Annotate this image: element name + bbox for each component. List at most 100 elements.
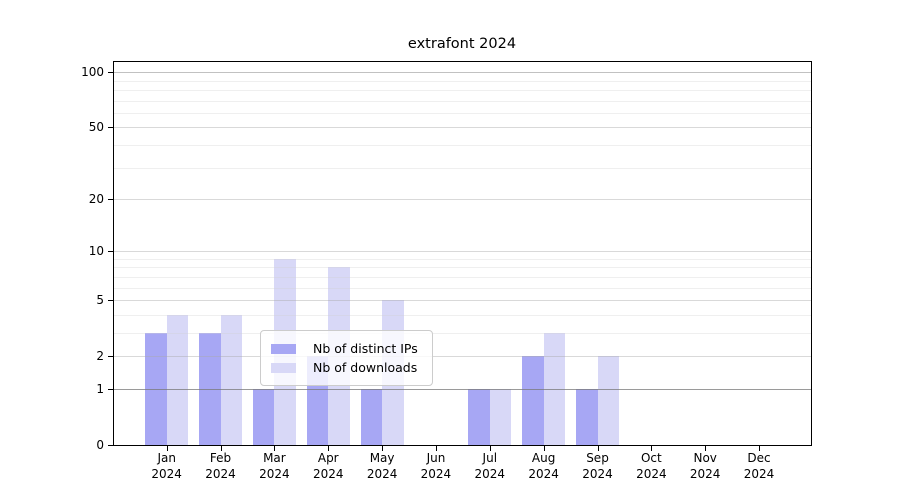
minor-gridline (114, 314, 811, 316)
x-tick-month: Oct (640, 451, 662, 465)
x-tick-label: Dec 2024 (727, 451, 791, 482)
bar-downloads (543, 333, 566, 445)
x-tick-label: Aug 2024 (512, 451, 576, 482)
legend-swatch (271, 362, 296, 373)
y-tick-label: 0 (96, 438, 104, 452)
x-tick-label: May 2024 (350, 451, 414, 482)
x-tick-month: Nov (693, 451, 717, 465)
legend-swatch (271, 343, 296, 354)
legend: Nb of distinct IPs Nb of downloads (260, 330, 433, 386)
x-tick-year: 2024 (259, 466, 290, 481)
x-tick-label: Sep 2024 (566, 451, 630, 482)
x-tick-month: Aug (531, 451, 556, 465)
x-tick-mark (328, 446, 330, 451)
x-tick-label: Mar 2024 (242, 451, 306, 482)
x-tick-month: Jan (157, 451, 176, 465)
x-tick-mark (382, 446, 384, 451)
x-tick-mark (543, 446, 545, 451)
x-tick-year: 2024 (205, 466, 236, 481)
minor-gridline (114, 258, 811, 260)
x-tick-mark (651, 446, 653, 451)
x-tick-mark (220, 446, 222, 451)
bar-distinct-ips (360, 389, 383, 445)
legend-item-label: Nb of downloads (313, 360, 418, 375)
x-tick-month: Jun (426, 451, 446, 465)
x-tick-mark (489, 446, 491, 451)
x-tick-label: Jun 2024 (404, 451, 468, 482)
minor-gridline (114, 267, 811, 269)
x-tick-year: 2024 (151, 466, 182, 481)
bar-distinct-ips (468, 389, 490, 445)
chart-title: extrafont 2024 (407, 36, 517, 52)
x-tick-month: Apr (317, 451, 339, 465)
y-tick-mark (108, 72, 113, 74)
x-tick-year: 2024 (366, 466, 398, 481)
x-tick-year: 2024 (312, 466, 344, 481)
bar-distinct-ips (522, 356, 544, 445)
x-tick-year: 2024 (689, 466, 721, 481)
x-tick-mark (166, 446, 168, 451)
y-tick-label: 100 (81, 65, 104, 80)
x-tick-month: Jul (482, 451, 498, 465)
x-tick-mark (597, 446, 599, 451)
bar-distinct-ips (145, 333, 167, 445)
minor-gridline (114, 276, 811, 278)
minor-gridline (114, 89, 811, 91)
minor-gridline (114, 112, 811, 114)
minor-gridline (114, 144, 811, 146)
y-tick-mark (108, 356, 113, 358)
major-gridline (114, 72, 811, 74)
y-tick-mark (108, 251, 113, 253)
x-tick-month: Feb (209, 451, 232, 465)
x-tick-label: Apr 2024 (296, 451, 360, 482)
minor-gridline (114, 287, 811, 289)
minor-gridline (114, 167, 811, 169)
x-tick-mark (759, 446, 761, 451)
y-tick-label: 50 (88, 120, 104, 135)
x-tick-month: Mar (263, 451, 286, 465)
y-tick-mark (108, 445, 113, 446)
y-tick-label: 20 (88, 192, 104, 206)
bar-downloads (220, 314, 243, 445)
legend-item: Nb of distinct IPs (271, 340, 423, 357)
y-tick-label: 5 (96, 293, 104, 308)
x-tick-year: 2024 (528, 466, 559, 481)
bar-distinct-ips (252, 389, 275, 445)
bar-distinct-ips (199, 333, 221, 445)
x-tick-label: Jul 2024 (458, 451, 522, 482)
y-tick-label: 1 (96, 381, 104, 396)
major-gridline (114, 199, 811, 200)
x-tick-label: Oct 2024 (619, 451, 683, 482)
x-tick-month: May (369, 451, 395, 465)
minor-gridline (114, 100, 811, 102)
x-tick-mark (705, 446, 707, 451)
x-tick-mark (274, 446, 276, 451)
y-tick-label: 2 (96, 349, 104, 364)
bar-distinct-ips (576, 389, 598, 445)
bar-downloads (597, 356, 619, 445)
x-tick-mark (435, 446, 437, 451)
x-tick-year: 2024 (582, 466, 613, 481)
x-tick-label: Nov 2024 (673, 451, 737, 482)
bar-downloads (166, 314, 189, 445)
x-tick-year: 2024 (420, 466, 452, 481)
major-gridline (114, 127, 811, 129)
legend-item-label: Nb of distinct IPs (313, 341, 418, 356)
y-tick-mark (108, 300, 113, 302)
x-tick-year: 2024 (474, 466, 506, 481)
bar-downloads (489, 389, 512, 445)
y-tick-mark (108, 127, 113, 129)
minor-gridline (114, 80, 811, 82)
legend-item: Nb of downloads (271, 359, 423, 376)
plot-area: 0 1 2 5 10 20 50 100 Jan 2024 Feb 2024 Mar 2024 Apr 202… (81, 61, 812, 481)
x-tick-month: Dec (747, 451, 771, 465)
y-tick-mark (108, 199, 113, 200)
y-tick-mark (108, 388, 113, 390)
x-tick-label: Jan 2024 (135, 451, 199, 482)
x-tick-month: Sep (586, 451, 609, 465)
x-tick-label: Feb 2024 (189, 451, 253, 482)
major-gridline (114, 251, 811, 253)
major-gridline (114, 300, 811, 302)
x-tick-year: 2024 (743, 466, 775, 481)
